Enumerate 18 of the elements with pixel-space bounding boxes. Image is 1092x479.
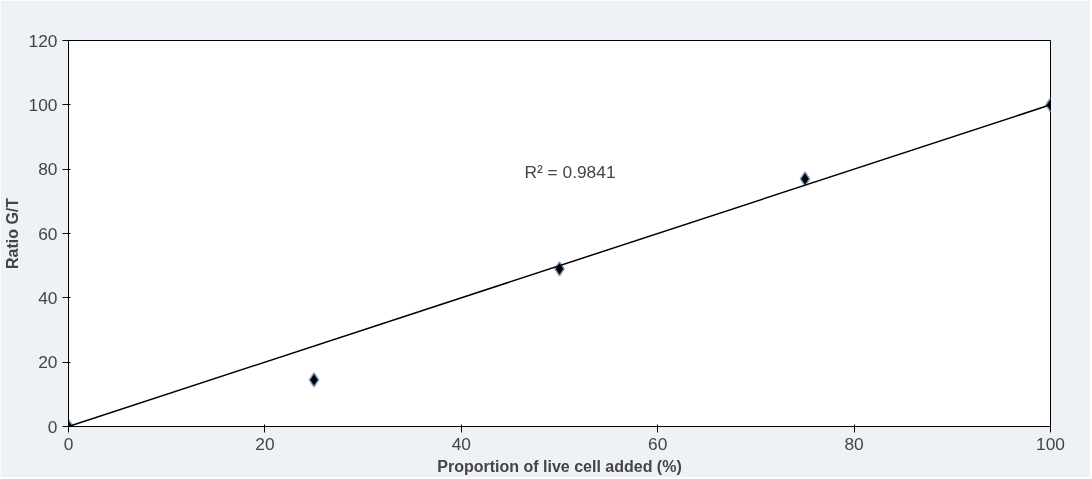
- y-tick-label: 120: [28, 30, 58, 51]
- x-tick-label: 0: [63, 433, 74, 454]
- x-tick-label: 20: [255, 433, 275, 454]
- x-tick-label: 100: [1036, 433, 1065, 454]
- annotation: R² = 0.9841: [524, 161, 616, 182]
- point: [308, 372, 320, 388]
- y-tick-label: 20: [38, 352, 58, 373]
- x-tick-label: 60: [648, 433, 668, 454]
- point: [799, 171, 811, 187]
- y-axis-title: Ratio G/T: [3, 197, 21, 270]
- y-tick-label: 40: [38, 287, 58, 308]
- y-tick-label: 80: [38, 159, 58, 180]
- y-tick-label: 60: [38, 223, 58, 244]
- x-axis-title: Proportion of live cell added (%): [437, 457, 682, 475]
- x-tick-label: 80: [844, 433, 864, 454]
- y-tick-label: 0: [47, 416, 58, 437]
- y-tick-label: 100: [28, 94, 58, 115]
- x-tick-label: 40: [451, 433, 471, 454]
